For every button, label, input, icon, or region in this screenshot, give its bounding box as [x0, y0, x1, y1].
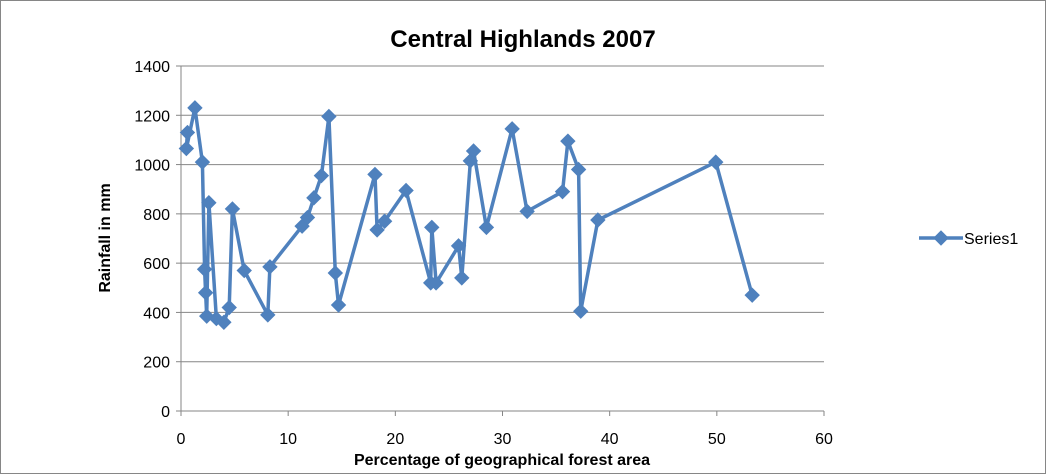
data-point — [179, 124, 196, 141]
data-point — [187, 100, 203, 116]
legend-label: Series1 — [964, 231, 1018, 248]
data-point — [369, 222, 385, 238]
x-axis-label: Percentage of geographical forest area — [354, 452, 650, 469]
data-point — [519, 203, 535, 220]
data-point — [367, 166, 383, 183]
data-point — [560, 133, 576, 149]
data-point — [330, 297, 347, 313]
data-point — [236, 262, 252, 279]
y-tick-label: 600 — [143, 256, 170, 273]
data-point — [570, 161, 587, 178]
x-tick-label: 0 — [177, 431, 186, 448]
x-tick-label: 30 — [494, 431, 512, 448]
gridlines — [181, 65, 824, 363]
y-tick-label: 400 — [143, 305, 170, 322]
legend: Series1 — [919, 230, 1018, 248]
data-point — [299, 209, 316, 226]
data-point — [708, 154, 724, 170]
data-point — [454, 270, 470, 286]
data-point — [313, 167, 330, 184]
chart-title: Central Highlands 2007 — [390, 26, 655, 53]
series-line — [184, 106, 754, 325]
y-tick-label: 1000 — [134, 158, 170, 175]
data-point — [321, 108, 337, 125]
y-tick-labels: 0 200 400 600 800 1000 1200 1400 — [134, 59, 170, 421]
x-tick-label: 40 — [601, 431, 619, 448]
axes — [176, 65, 825, 416]
x-tick-label: 60 — [815, 431, 833, 448]
y-tick-label: 200 — [143, 355, 170, 372]
y-tick-label: 1400 — [134, 59, 170, 76]
y-tick-label: 800 — [143, 207, 170, 224]
y-tick-label: 0 — [161, 404, 170, 421]
data-point — [450, 238, 467, 254]
data-point — [554, 183, 571, 200]
legend-marker — [933, 230, 949, 246]
data-point — [197, 285, 214, 301]
data-point — [424, 219, 440, 236]
data-point — [306, 190, 322, 206]
data-point — [573, 303, 589, 319]
data-point — [465, 143, 482, 159]
data-point — [224, 201, 241, 217]
x-tick-labels: 0 10 20 30 40 50 60 — [177, 431, 833, 448]
x-tick-label: 10 — [279, 431, 297, 448]
data-point — [478, 219, 495, 236]
data-point — [428, 275, 444, 291]
data-point — [216, 314, 232, 330]
data-point — [196, 261, 213, 278]
data-point — [376, 213, 393, 229]
data-point — [744, 287, 760, 303]
data-point — [194, 154, 211, 170]
y-tick-label: 1200 — [134, 108, 170, 125]
data-point — [260, 307, 276, 323]
data-point — [201, 195, 217, 211]
data-point — [590, 212, 606, 228]
data-point — [262, 259, 278, 275]
x-tick-label: 50 — [708, 431, 726, 448]
data-point — [327, 265, 344, 281]
y-axis-label: Rainfall in mm — [97, 183, 114, 292]
data-point — [221, 299, 237, 316]
series-group — [178, 100, 760, 330]
x-tick-label: 20 — [386, 431, 404, 448]
data-point — [398, 182, 414, 199]
data-point — [504, 121, 520, 137]
data-point — [178, 140, 195, 157]
